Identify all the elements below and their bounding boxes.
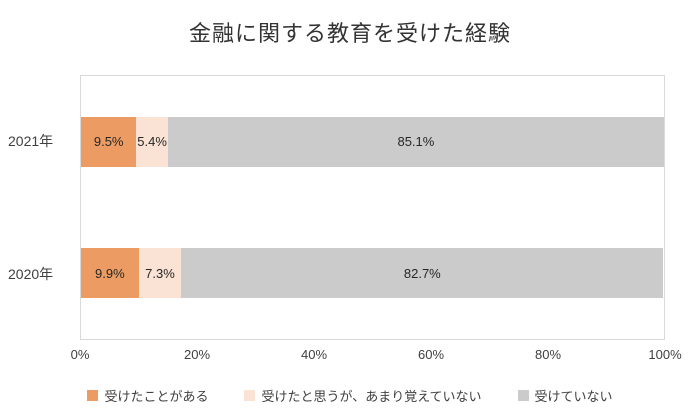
legend-swatch xyxy=(244,390,256,401)
bar-rows: 9.5% 5.4% 85.1% 9.9% 7.3% 82.7% xyxy=(81,76,664,339)
bar-segment: 7.3% xyxy=(138,248,182,299)
bar-segment: 82.7% xyxy=(181,248,664,299)
chart-title: 金融に関する教育を受けた経験 xyxy=(188,21,511,46)
data-label: 9.5% xyxy=(93,134,124,150)
bar-row: 9.5% 5.4% 85.1% xyxy=(81,116,664,167)
legend-swatch xyxy=(87,390,99,401)
bar-segment: 9.5% xyxy=(81,116,137,167)
bar-row: 9.9% 7.3% 82.7% xyxy=(81,248,664,299)
legend-swatch xyxy=(517,390,529,401)
data-label: 82.7% xyxy=(403,265,441,281)
legend-item: 受けたことがある xyxy=(87,386,208,405)
bar-segment: 9.9% xyxy=(81,248,139,299)
legend-label: 受けたことがある xyxy=(104,389,209,404)
category-labels: 2021年 2020年 xyxy=(0,75,72,340)
data-label: 85.1% xyxy=(397,134,435,150)
category-label: 2021年 xyxy=(8,133,54,150)
legend-label: 受けたと思うが、あまり覚えていない xyxy=(261,389,482,404)
legend-item: 受けたと思うが、あまり覚えていない xyxy=(244,386,482,405)
plot-area: 9.5% 5.4% 85.1% 9.9% 7.3% 82.7% xyxy=(80,75,665,340)
x-axis: 0% 20% 40% 60% 80% 100% xyxy=(71,347,682,365)
x-tick-label: 20% xyxy=(183,347,211,362)
data-label: 9.9% xyxy=(95,265,125,281)
category-label: 2020年 xyxy=(8,265,54,282)
data-label: 5.4% xyxy=(137,134,167,150)
legend-item: 受けていない xyxy=(517,386,613,405)
legend-label: 受けていない xyxy=(534,389,613,404)
x-tick-label: 0% xyxy=(70,347,90,362)
data-label: 7.3% xyxy=(145,265,175,281)
bar-segment: 5.4% xyxy=(136,116,168,167)
x-tick-label: 40% xyxy=(300,347,328,362)
x-tick-label: 80% xyxy=(534,347,562,362)
x-tick-label: 100% xyxy=(648,347,682,362)
legend: 受けたことがある 受けたと思うが、あまり覚えていない 受けていない xyxy=(0,386,700,405)
bar-segment: 85.1% xyxy=(167,116,664,167)
x-tick-label: 60% xyxy=(417,347,445,362)
